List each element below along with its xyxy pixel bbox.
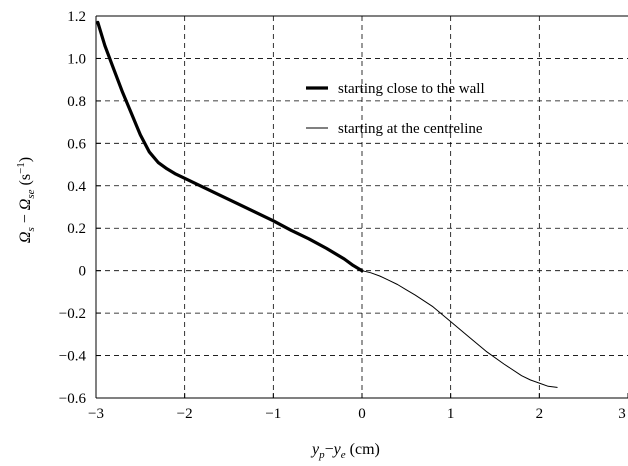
y-axis-title: Ωs − Ωse (s−1) [15,157,37,243]
y-tick-label: 0 [79,264,87,280]
x-tick-label: 1 [447,406,455,422]
y-tick-label: 0.6 [67,136,86,152]
svg-text:yp−ye (cm): yp−ye (cm) [310,441,380,461]
x-tick-label: −3 [88,406,104,422]
x-tick-label: 2 [536,406,544,422]
legend: starting close to the wall starting at t… [306,81,485,137]
series-lines [96,20,558,388]
y-tick-label: 0.8 [67,94,86,110]
y-tick-label: 0.4 [67,179,86,195]
x-tick-label: 0 [358,406,366,422]
legend-label-series-2: starting at the centreline [338,121,483,137]
x-tick-label: −2 [177,406,193,422]
svg-text:Ωs − Ωse (s−1): Ωs − Ωse (s−1) [15,157,37,243]
tick-labels: −3 −2 −1 0 1 2 3 −0.6 −0.4 −0.2 0 0.2 0.4 0.6 0.8 1.0 1.… [59,9,626,422]
y-tick-label: −0.6 [59,391,87,407]
series-line-1 [96,20,364,273]
plot-frame [95,15,628,399]
legend-label-series-1: starting close to the wall [338,81,485,97]
series-line-2 [361,270,558,388]
x-tick-label: −1 [265,406,281,422]
x-tick-label: 3 [618,406,626,422]
x-axis-title: yp−ye (cm) [310,441,380,461]
grid-lines [96,16,628,398]
y-tick-label: −0.4 [59,349,87,365]
y-tick-label: 1.2 [67,9,86,25]
y-tick-label: −0.2 [59,306,86,322]
y-tick-label: 0.2 [67,221,86,237]
y-tick-label: 1.0 [67,51,86,67]
